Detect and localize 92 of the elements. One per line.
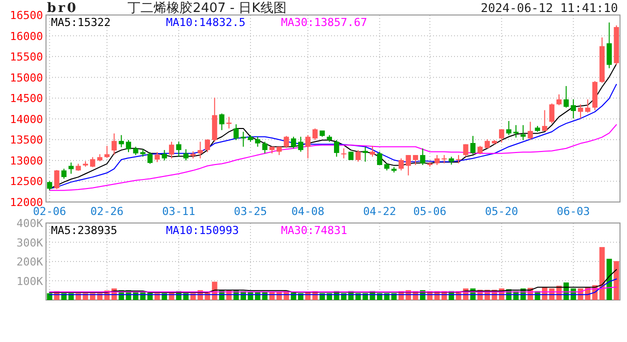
y-tick-label: 400K: [16, 217, 44, 230]
x-tick-label: 04-08: [291, 205, 324, 218]
candlestick: [176, 141, 182, 158]
y-tick-label: 13500: [10, 134, 43, 147]
candlestick: [147, 152, 153, 164]
candlestick: [255, 136, 260, 148]
candlestick: [61, 168, 67, 180]
text: MA30:13857.67: [281, 16, 368, 29]
candlestick: [542, 110, 548, 132]
x-tick-label: 04-22: [363, 205, 396, 218]
candlestick: [341, 148, 346, 159]
candlestick: [556, 94, 562, 106]
candlestick: [499, 128, 504, 144]
annotation: br0: [47, 1, 78, 16]
text: MA30:74831: [281, 224, 348, 237]
text: MA5:238935: [51, 224, 118, 237]
y-tick-label: 16500: [10, 9, 43, 22]
chart-title: 丁二烯橡胶2407 - 日K线图: [128, 1, 286, 16]
candlestick: [334, 140, 340, 158]
candlestick: [198, 141, 203, 159]
candlestick: [370, 145, 376, 158]
candlestick: [570, 98, 576, 119]
candlestick: [305, 134, 310, 159]
y-tick-label: 300K: [16, 236, 44, 250]
candlestick: [219, 112, 224, 131]
y-tick-label: 100K: [16, 274, 44, 288]
y-tick-label: 15000: [10, 71, 43, 84]
candlestick: [312, 128, 318, 141]
candlestick: [262, 141, 268, 154]
candlestick: [47, 180, 52, 191]
candlestick: [298, 136, 304, 152]
line-series: [49, 269, 617, 293]
text: MA5:15322: [51, 16, 111, 29]
candlestick: [226, 116, 232, 129]
candlestick: [549, 103, 554, 124]
y-tick-label: 14000: [10, 112, 43, 126]
candlestick: [606, 22, 612, 69]
y-tick-label: 16000: [10, 30, 43, 43]
candlestick: [162, 150, 167, 161]
candlestick: [290, 136, 296, 149]
candlestick: [240, 131, 246, 148]
candlestick: [234, 124, 239, 141]
candlestick: [578, 104, 584, 119]
y-tick-label: 13000: [10, 154, 43, 168]
text: 2024-06-12 11:41:10: [480, 1, 618, 15]
candlestick: [470, 135, 476, 155]
x-tick-label: 06-03: [556, 205, 590, 218]
candlestick: [284, 135, 289, 148]
candlestick: [528, 121, 533, 141]
candlestick: [585, 98, 590, 114]
y-tick-label: 200K: [16, 256, 44, 268]
candlestick: [564, 86, 569, 108]
x-tick-label: 05-06: [413, 205, 446, 218]
candlestick: [183, 148, 188, 161]
bar: [614, 261, 620, 300]
x-tick-label: 02-06: [33, 205, 66, 218]
candlestick: [104, 145, 110, 158]
line-series: [49, 278, 617, 296]
candlestick: [90, 156, 96, 168]
candlestick: [168, 141, 174, 159]
candlestick: [112, 132, 117, 156]
candlestick: [456, 154, 462, 164]
candlestick: [154, 152, 160, 163]
bar: [606, 258, 612, 300]
candlestick: [434, 154, 440, 166]
candlestick: [484, 138, 490, 149]
y-tick-label: 15500: [10, 50, 43, 64]
candlestick: [420, 148, 426, 166]
candlestick: [520, 124, 526, 141]
y-tick-label: 14500: [10, 92, 43, 106]
y-tick-label: 12500: [10, 175, 43, 188]
bar: [599, 247, 605, 300]
x-tick-label: 03-25: [234, 205, 268, 218]
candlestick: [377, 151, 382, 166]
candlestick: [442, 154, 447, 164]
candlestick: [54, 170, 60, 190]
line-series: [49, 124, 617, 191]
text: MA10:150993: [166, 224, 239, 237]
text: MA10:14832.5: [166, 16, 246, 29]
candlestick: [412, 154, 418, 166]
candlestick: [356, 150, 361, 162]
x-tick-label: 02-26: [90, 205, 124, 218]
line-series: [49, 84, 617, 190]
candlestick: [506, 120, 512, 136]
candlestick: [126, 140, 132, 153]
x-tick-label: 03-11: [162, 205, 196, 218]
x-tick-label: 05-20: [485, 205, 518, 218]
candlestick: [463, 144, 468, 158]
candlestick: [362, 146, 368, 162]
candlestick: [406, 154, 411, 176]
candlestick: [204, 138, 210, 153]
candlestick: [398, 158, 404, 171]
